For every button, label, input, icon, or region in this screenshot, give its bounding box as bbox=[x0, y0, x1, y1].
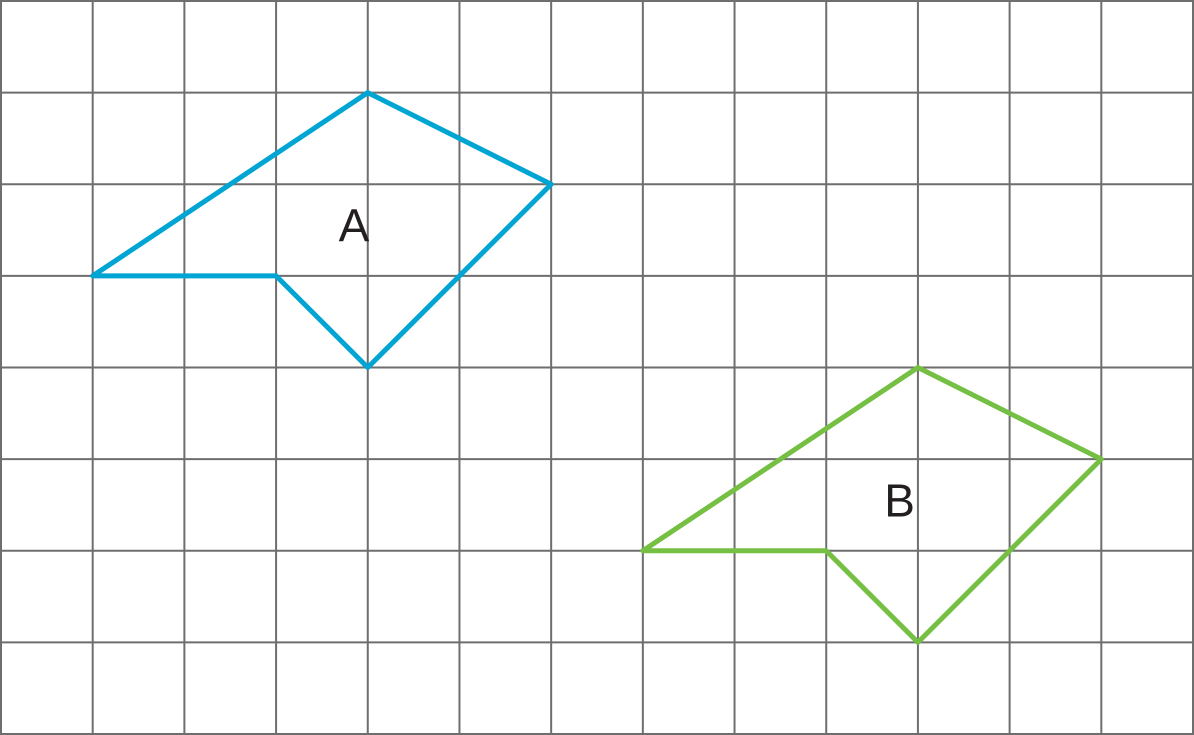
label-b: B bbox=[884, 474, 915, 526]
label-a: A bbox=[339, 199, 370, 251]
polygon-a bbox=[90, 90, 554, 370]
shapes: A B bbox=[90, 90, 1104, 645]
polygon-b bbox=[640, 365, 1104, 645]
